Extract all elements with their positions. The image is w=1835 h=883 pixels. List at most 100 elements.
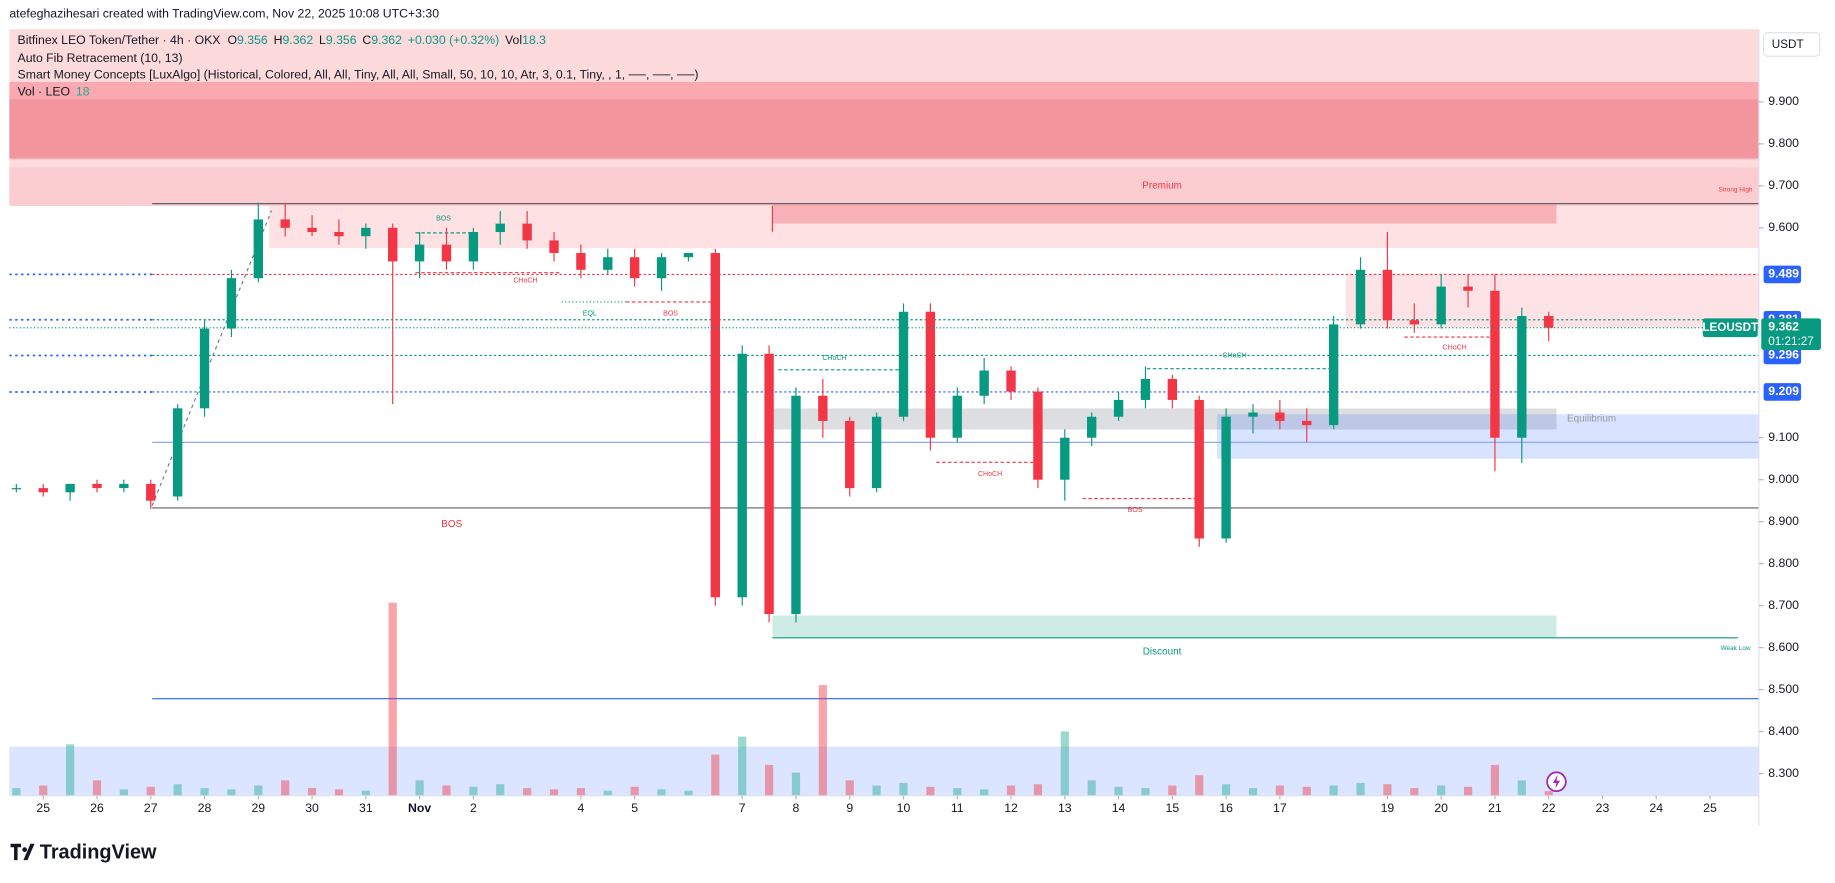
annotation: BOS [441,519,462,530]
currency: USDT [1772,38,1804,51]
candle-body [1221,416,1231,539]
volume-bar [603,790,612,796]
zone [1217,414,1759,459]
candle-body [1248,412,1258,417]
x-tick-label: 16 [1219,801,1233,815]
x-tick-label: 11 [951,801,964,815]
x-tick-label: 10 [897,801,911,815]
volume-bar [66,744,75,796]
candle-body [1463,286,1473,291]
volume-bar [442,785,451,796]
annotation: BOS [436,216,451,223]
x-tick-label: Nov [408,801,431,815]
volume-bar [146,786,155,796]
volume-bar [630,786,639,796]
y-tick-label: 8.400 [1768,724,1799,738]
y-tick-label: 8.600 [1768,640,1799,654]
candle-body [226,278,237,329]
legend-title: Bitfinex LEO Token/Tether · 4h · OKX [18,33,221,47]
x-tick-label: 23 [1596,801,1610,815]
annotation: Weak Low [1721,645,1751,652]
zone [772,204,1557,224]
annotation: Discount [1143,646,1182,657]
x-tick-label: 29 [251,801,265,815]
zone [269,205,1759,249]
annotation: BOS [1128,507,1143,514]
y-tick-label: 9.700 [1768,178,1799,192]
candle-body [818,395,828,421]
level-label: 9.296 [1768,348,1799,362]
zones [9,29,1759,796]
last-price-box [1761,318,1821,350]
candle-body [38,488,48,493]
candle-body [172,408,183,497]
x-tick-label: 31 [359,801,373,815]
ohlc-key: C [362,33,371,47]
annotation: CHoCH [1223,353,1247,360]
ohlc-key: H [274,33,283,47]
volume-bar [200,788,209,796]
candle-body [1382,269,1393,321]
volume-bar [657,789,666,796]
annotation: CHoCH [1443,344,1467,351]
x-tick-label: 20 [1434,801,1448,815]
candle-body [388,227,398,262]
indicator: Auto Fib Retracement (10, 13) [18,51,183,65]
y-tick-label: 9.900 [1768,94,1799,108]
level-label: 9.489 [1768,267,1799,281]
zone [772,408,1557,430]
x-tick-label: 4 [577,801,584,815]
watermark: atefeghazihesari created with TradingVie… [9,6,439,20]
volume-bar [92,780,102,796]
x-tick-label: 12 [1004,801,1018,815]
candle-body [1490,290,1500,438]
ohlc-key: L [319,33,326,47]
annotation: Strong High [1719,186,1753,193]
annotation: CHoCH [978,471,1002,478]
ohlc-value: 9.362 [282,33,313,47]
volume-legend-label: Vol · LEO [18,85,70,99]
y-tick-label: 8.300 [1768,766,1799,780]
x-tick-label: 14 [1112,801,1126,815]
x-tick-label: 28 [198,801,212,815]
volume-bar [12,788,21,796]
volume-bar [496,784,505,796]
annotation: EQL [583,311,597,318]
y-tick-label: 9.800 [1768,136,1799,150]
zone [9,746,1759,796]
volume-bar [576,788,585,796]
ohlc-value: 9.362 [371,33,402,47]
currency-box[interactable] [1763,32,1821,57]
volume-bar [1302,786,1311,796]
candle-body [119,483,129,489]
ohlc-value: 9.356 [237,33,268,47]
candle-body [952,395,962,438]
volume-bar [523,788,532,796]
y-tick-label: 9.100 [1768,430,1799,444]
y-tick-label: 8.700 [1768,598,1799,612]
marks [9,202,1759,796]
volume-bar [549,789,559,796]
volume-bar [1463,786,1473,796]
candle-body [871,416,882,489]
volume-bar [1329,785,1338,796]
volume-bar [415,780,424,796]
volume-bar [1087,780,1096,796]
candle-body [522,223,532,241]
volume-bar [845,780,854,796]
annotation: BOS [663,311,678,318]
brand: TradingView [40,841,157,863]
symbol: LEOUSDT [1702,321,1759,334]
x-tick-label: 8 [793,801,800,815]
candle-body [1113,399,1124,417]
x-tick-label: 25 [1703,801,1717,815]
candle-body [576,253,586,270]
candle-body [495,223,505,233]
candle-body [146,483,156,501]
candle-body [441,244,452,262]
candle-body [468,232,479,262]
volume-bar [899,782,908,796]
level-label-box [1763,346,1802,365]
